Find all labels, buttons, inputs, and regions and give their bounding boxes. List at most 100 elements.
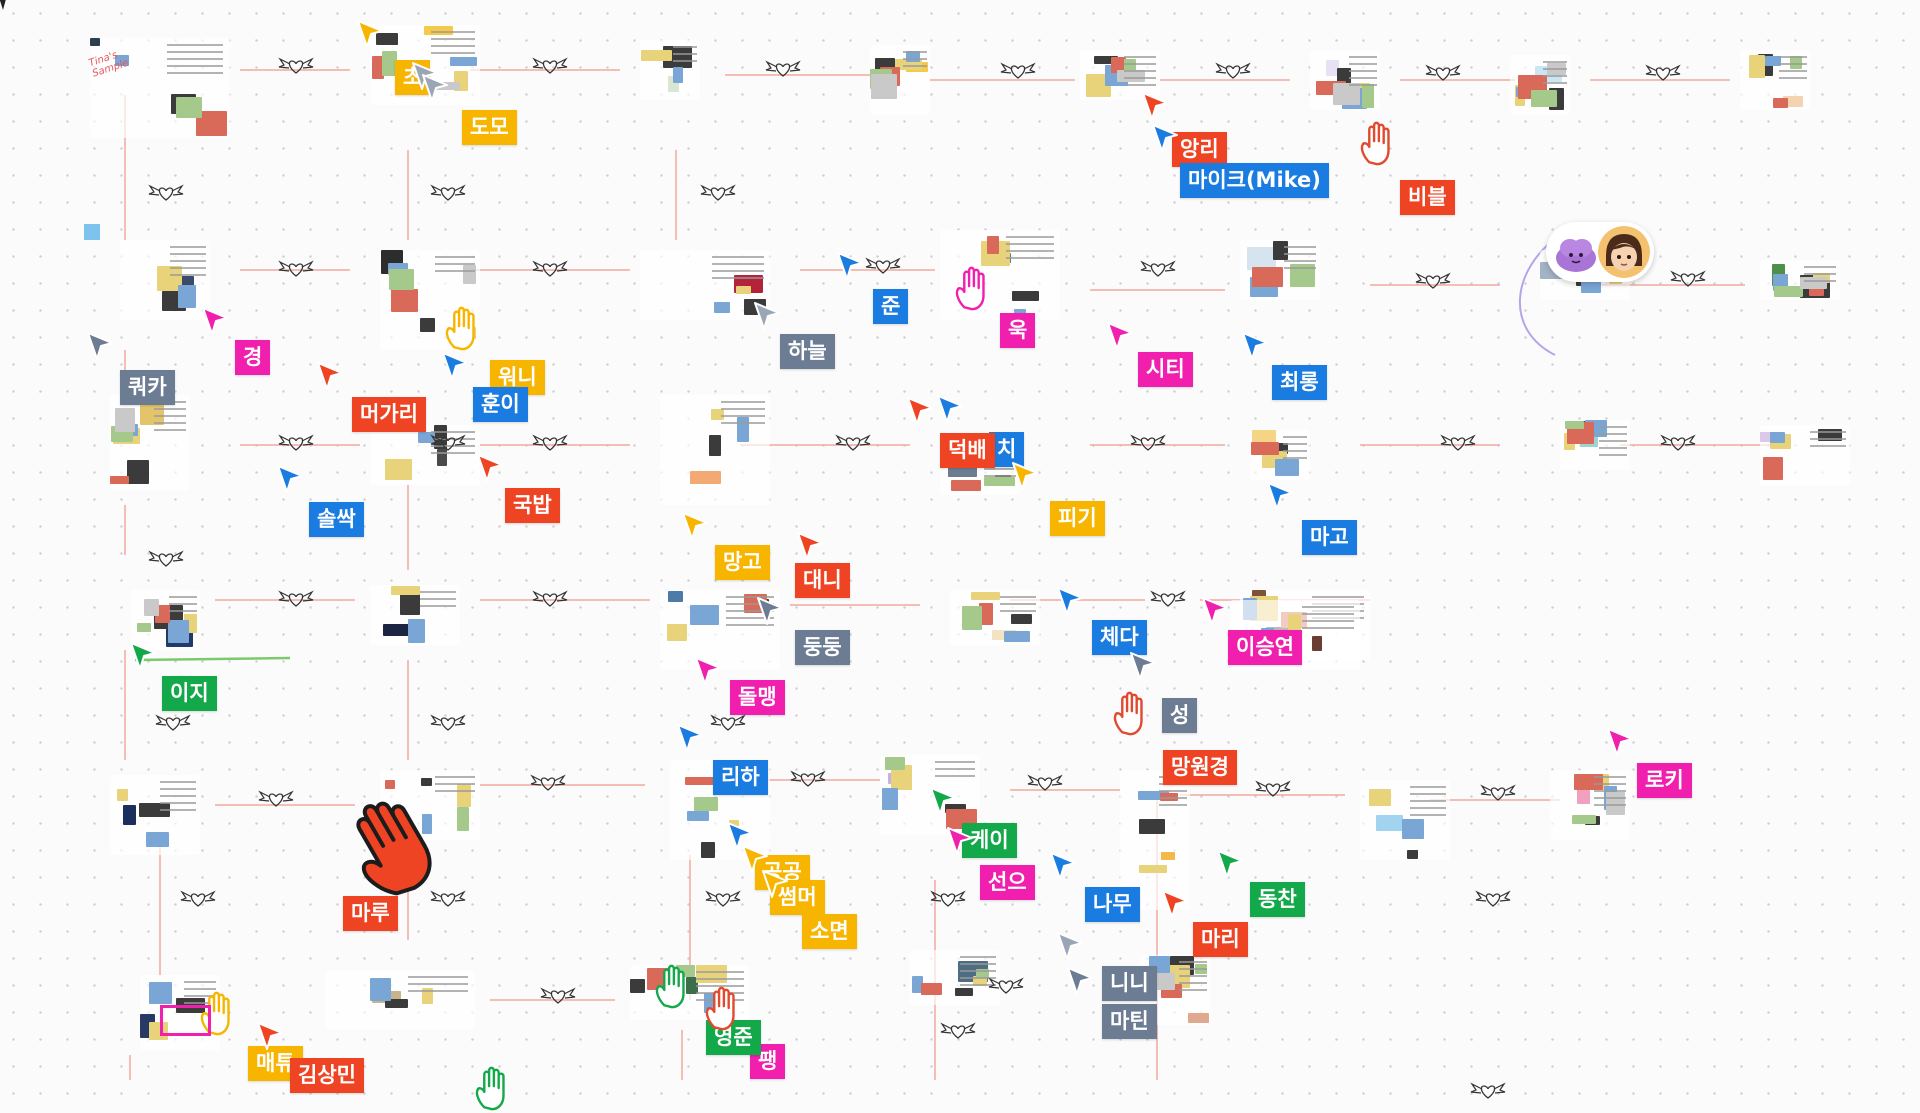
collaborator-label[interactable]: 이승연: [1228, 630, 1302, 665]
content-frame[interactable]: [940, 230, 1060, 320]
avatar-group[interactable]: [1546, 222, 1654, 282]
collaborator-label[interactable]: 피기: [1050, 501, 1105, 536]
collaborator-label[interactable]: 시티: [1138, 352, 1193, 387]
content-frame[interactable]: [1760, 260, 1840, 300]
collaborator-label[interactable]: 국밥: [505, 488, 560, 523]
collaborator-label[interactable]: 마루: [343, 896, 398, 931]
content-frame[interactable]: [1760, 425, 1850, 485]
collaborator-label[interactable]: 선으: [980, 865, 1035, 900]
collaborator-label[interactable]: 돌맹: [730, 680, 785, 715]
content-frame[interactable]: [640, 40, 700, 100]
collaborator-label[interactable]: 나무: [1085, 887, 1140, 922]
heart-wings-doodle: [148, 184, 184, 201]
collaborator-label[interactable]: 로키: [1637, 763, 1692, 798]
collaborator-label[interactable]: 대니: [795, 563, 850, 598]
frame-text-line: [726, 610, 774, 612]
frame-text-line: [1283, 443, 1307, 445]
collaborator-label[interactable]: 썸머: [770, 880, 825, 915]
collaborator-label[interactable]: 이지: [162, 676, 217, 711]
content-frame[interactable]: [910, 950, 1000, 1005]
grab-hand-icon: [705, 986, 735, 1031]
small-sticky[interactable]: [84, 224, 100, 240]
frame-text-line: [167, 51, 223, 53]
avatar-girl[interactable]: [1598, 226, 1650, 278]
content-frame[interactable]: [660, 395, 770, 505]
collaborator-label[interactable]: 망원경: [1163, 750, 1237, 785]
content-frame[interactable]: [1360, 780, 1450, 860]
collaborator-label[interactable]: 둥둥: [795, 630, 850, 665]
collaborator-label[interactable]: 머가리: [352, 397, 426, 432]
content-frame[interactable]: [1240, 240, 1320, 300]
frame-text-line: [711, 256, 764, 258]
frame-thumbnail: [948, 466, 977, 477]
selection-box[interactable]: [160, 1005, 211, 1036]
collaborator-label[interactable]: 최롱: [1272, 365, 1327, 400]
content-frame[interactable]: [1250, 430, 1310, 480]
heart-wings-doodle: [1440, 434, 1476, 451]
collaborator-label[interactable]: 쿼카: [120, 370, 175, 405]
collaborator-label[interactable]: 마리: [1193, 922, 1248, 957]
collaborator-label[interactable]: 동찬: [1250, 882, 1305, 917]
content-frame[interactable]: [660, 590, 780, 670]
content-frame[interactable]: [1080, 50, 1160, 100]
collaborator-label[interactable]: 욱: [1000, 313, 1036, 348]
content-frame[interactable]: [1560, 420, 1630, 470]
content-frame[interactable]: [870, 45, 930, 115]
collaborator-label[interactable]: 김상민: [290, 1058, 364, 1093]
collaborator-label[interactable]: 솔싹: [309, 502, 364, 537]
content-frame[interactable]: [640, 250, 770, 320]
collaborator-label[interactable]: 성: [1162, 698, 1198, 733]
collaborator-label[interactable]: 덕배: [940, 433, 995, 468]
collaborator-label-partial[interactable]: 치: [989, 432, 1025, 467]
content-frame[interactable]: [950, 590, 1040, 645]
content-frame[interactable]: [90, 38, 230, 138]
collaborator-label[interactable]: 앙리: [1172, 132, 1227, 167]
frame-thumbnail: [176, 97, 202, 118]
collaborator-label[interactable]: 하늘: [780, 334, 835, 369]
frame-thumbnail: [1086, 74, 1111, 97]
frame-thumbnail: [1773, 98, 1788, 108]
content-frame[interactable]: [325, 970, 475, 1030]
content-frame[interactable]: [1120, 770, 1190, 910]
collaborator-label[interactable]: 마틴: [1102, 1004, 1157, 1039]
content-frame[interactable]: [110, 775, 200, 855]
collaborator-label[interactable]: 케이: [962, 823, 1017, 858]
content-frame[interactable]: [1510, 55, 1570, 115]
frame-text-line: [1124, 70, 1156, 72]
content-frame[interactable]: [130, 590, 200, 650]
avatar-purple-creature[interactable]: [1550, 226, 1602, 278]
collaborator-label[interactable]: 마고: [1302, 520, 1357, 555]
collaborator-label[interactable]: 도모: [462, 110, 517, 145]
collaborator-label[interactable]: 훈이: [473, 387, 528, 422]
collaborator-label[interactable]: 니니: [1102, 966, 1157, 1001]
content-frame[interactable]: [370, 425, 480, 485]
frame-text-line: [903, 58, 927, 60]
content-frame[interactable]: [1740, 50, 1810, 110]
frame-thumbnail: [149, 982, 172, 1004]
collaborator-label[interactable]: 경: [235, 340, 271, 375]
frame-thumbnail: [391, 289, 418, 312]
collaborator-label[interactable]: 망고: [715, 545, 770, 580]
frame-text-line: [1284, 260, 1316, 262]
collaborator-label[interactable]: 마이크(Mike): [1180, 163, 1329, 198]
collaborator-label[interactable]: 리하: [713, 760, 768, 795]
collaborator-label[interactable]: 체다: [1092, 620, 1147, 655]
frame-text-line: [430, 52, 475, 54]
content-frame[interactable]: [110, 395, 190, 490]
collaborator-label[interactable]: 소면: [802, 914, 857, 949]
content-frame[interactable]: [120, 240, 210, 320]
frame-text-line: [1283, 457, 1307, 459]
collaborator-label-partial[interactable]: 팽: [750, 1044, 786, 1079]
content-frame[interactable]: [140, 975, 220, 1050]
collaborator-label-partial[interactable]: 초: [395, 60, 431, 95]
collaborator-label[interactable]: 준: [873, 289, 909, 324]
content-frame[interactable]: [1550, 770, 1630, 840]
heart-wings-doodle: [1660, 434, 1696, 451]
frame-thumbnail: [1188, 1013, 1209, 1023]
collaborator-label[interactable]: 비블: [1400, 180, 1455, 215]
frame-thumbnail: [400, 590, 420, 615]
frame-thumbnail: [687, 811, 709, 821]
content-frame[interactable]: [370, 585, 460, 645]
content-frame[interactable]: [1310, 50, 1380, 110]
